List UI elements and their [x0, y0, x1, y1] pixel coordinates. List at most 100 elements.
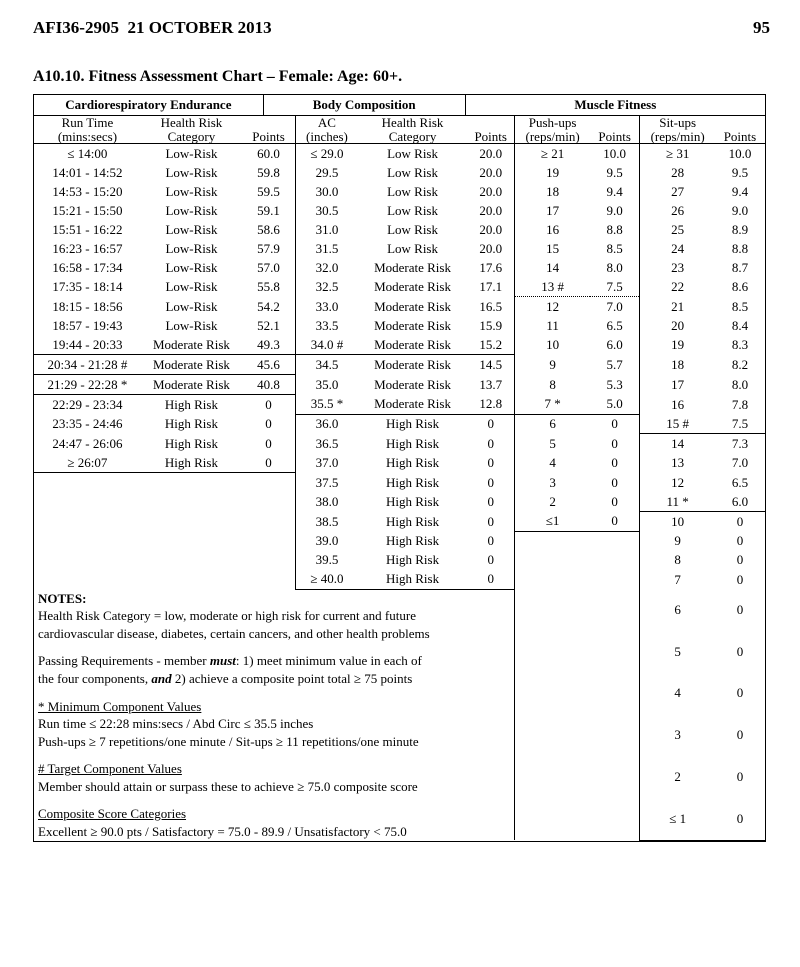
blank — [141, 492, 242, 512]
bc-risk: High Risk — [358, 434, 467, 454]
cardio-pts: 45.6 — [242, 355, 295, 375]
notes-block: NOTES:Health Risk Category = low, modera… — [38, 590, 511, 841]
bc-ac: 36.0 — [295, 414, 358, 434]
su-reps: 12 — [640, 473, 715, 493]
cardio-pts: 52.1 — [242, 316, 295, 335]
su-reps: 10 — [640, 512, 715, 532]
pu-reps: 13 # — [515, 277, 590, 297]
pu-reps: 7 * — [515, 395, 590, 415]
bc-ac: 32.5 — [295, 277, 358, 297]
bc-ac: 32.0 — [295, 258, 358, 277]
su-reps: ≥ 31 — [640, 144, 715, 164]
su-reps: 16 — [640, 395, 715, 415]
pu-pts: 0 — [590, 512, 640, 532]
su-pts: 10.0 — [715, 144, 765, 164]
bc-ac: 30.0 — [295, 182, 358, 201]
bc-pts: 0 — [467, 531, 515, 551]
cardio-pts: 0 — [242, 395, 295, 415]
su-reps: 4 — [640, 673, 715, 715]
bc-risk: High Risk — [358, 531, 467, 551]
bc-pts: 0 — [467, 473, 515, 493]
pu-reps: 6 — [515, 414, 590, 434]
table-row: 39.0High Risk090 — [34, 531, 765, 551]
bc-ac: 31.5 — [295, 239, 358, 258]
cardio-pts: 58.6 — [242, 220, 295, 239]
bc-pts: 20.0 — [467, 239, 515, 258]
col-header: Health RiskCategory — [141, 116, 242, 144]
bc-pts: 15.9 — [467, 316, 515, 335]
pu-pts: 0 — [590, 414, 640, 434]
table-row: ≥ 26:07High Risk037.0High Risk040137.0 — [34, 453, 765, 473]
bc-ac: 34.0 # — [295, 335, 358, 355]
cardio-pts: 59.8 — [242, 163, 295, 182]
cardio-pts: 57.9 — [242, 239, 295, 258]
bc-risk: Moderate Risk — [358, 355, 467, 375]
blank — [141, 512, 242, 532]
run-time: ≤ 14:00 — [34, 144, 141, 164]
su-pts: 8.3 — [715, 335, 765, 355]
pu-reps: 4 — [515, 453, 590, 473]
pu-reps: 12 — [515, 297, 590, 317]
su-reps: 14 — [640, 434, 715, 454]
bc-risk: Low Risk — [358, 201, 467, 220]
pu-reps: 11 — [515, 316, 590, 335]
bc-pts: 20.0 — [467, 220, 515, 239]
cardio-risk: Low-Risk — [141, 144, 242, 164]
su-pts: 8.8 — [715, 239, 765, 258]
bc-pts: 20.0 — [467, 144, 515, 164]
blank — [34, 551, 141, 570]
su-reps: 27 — [640, 182, 715, 201]
blank — [141, 551, 242, 570]
pu-reps: 9 — [515, 355, 590, 375]
cardio-risk: Low-Risk — [141, 220, 242, 239]
pu-pts: 9.5 — [590, 163, 640, 182]
bc-risk: High Risk — [358, 570, 467, 590]
blank — [242, 531, 295, 551]
col-header: Health RiskCategory — [358, 116, 467, 144]
su-reps: 23 — [640, 258, 715, 277]
pu-reps: 15 — [515, 239, 590, 258]
su-reps: 15 # — [640, 414, 715, 434]
pu-reps: 17 — [515, 201, 590, 220]
bc-ac: 37.0 — [295, 453, 358, 473]
blank — [242, 551, 295, 570]
su-reps: 8 — [640, 551, 715, 570]
su-reps: 21 — [640, 297, 715, 317]
table-row: 17:35 - 18:14Low-Risk55.832.5Moderate Ri… — [34, 277, 765, 297]
su-pts: 0 — [715, 531, 765, 551]
data-table: Run Time(mins:secs)Health RiskCategoryPo… — [34, 116, 765, 841]
blank — [242, 512, 295, 532]
su-reps: 24 — [640, 239, 715, 258]
pu-reps: 18 — [515, 182, 590, 201]
su-pts: 8.0 — [715, 375, 765, 395]
col-header: Points — [715, 116, 765, 144]
table-row: 14:01 - 14:52Low-Risk59.829.5Low Risk20.… — [34, 163, 765, 182]
col-header: Push-ups(reps/min) — [515, 116, 590, 144]
fitness-table: Cardiorespiratory EnduranceBody Composit… — [33, 94, 766, 842]
su-pts: 8.5 — [715, 297, 765, 317]
blank — [590, 589, 640, 631]
bc-pts: 12.8 — [467, 395, 515, 415]
blank — [590, 570, 640, 590]
su-pts: 8.4 — [715, 316, 765, 335]
bc-ac: 34.5 — [295, 355, 358, 375]
cardio-pts: 59.5 — [242, 182, 295, 201]
su-reps: 6 — [640, 589, 715, 631]
cardio-risk: Low-Risk — [141, 201, 242, 220]
table-row: 15:51 - 16:22Low-Risk58.631.0Low Risk20.… — [34, 220, 765, 239]
su-pts: 8.6 — [715, 277, 765, 297]
cardio-risk: High Risk — [141, 395, 242, 415]
su-pts: 6.0 — [715, 492, 765, 512]
su-reps: 7 — [640, 570, 715, 590]
table-row: 14:53 - 15:20Low-Risk59.530.0Low Risk20.… — [34, 182, 765, 201]
blank — [515, 798, 590, 841]
run-time: 17:35 - 18:14 — [34, 277, 141, 297]
cardio-pts: 40.8 — [242, 375, 295, 395]
pu-pts: 7.5 — [590, 277, 640, 297]
blank — [141, 473, 242, 493]
bc-ac: 35.5 * — [295, 395, 358, 415]
pu-pts: 8.5 — [590, 239, 640, 258]
su-reps: ≤ 1 — [640, 798, 715, 841]
cardio-risk: Low-Risk — [141, 182, 242, 201]
bc-pts: 0 — [467, 453, 515, 473]
